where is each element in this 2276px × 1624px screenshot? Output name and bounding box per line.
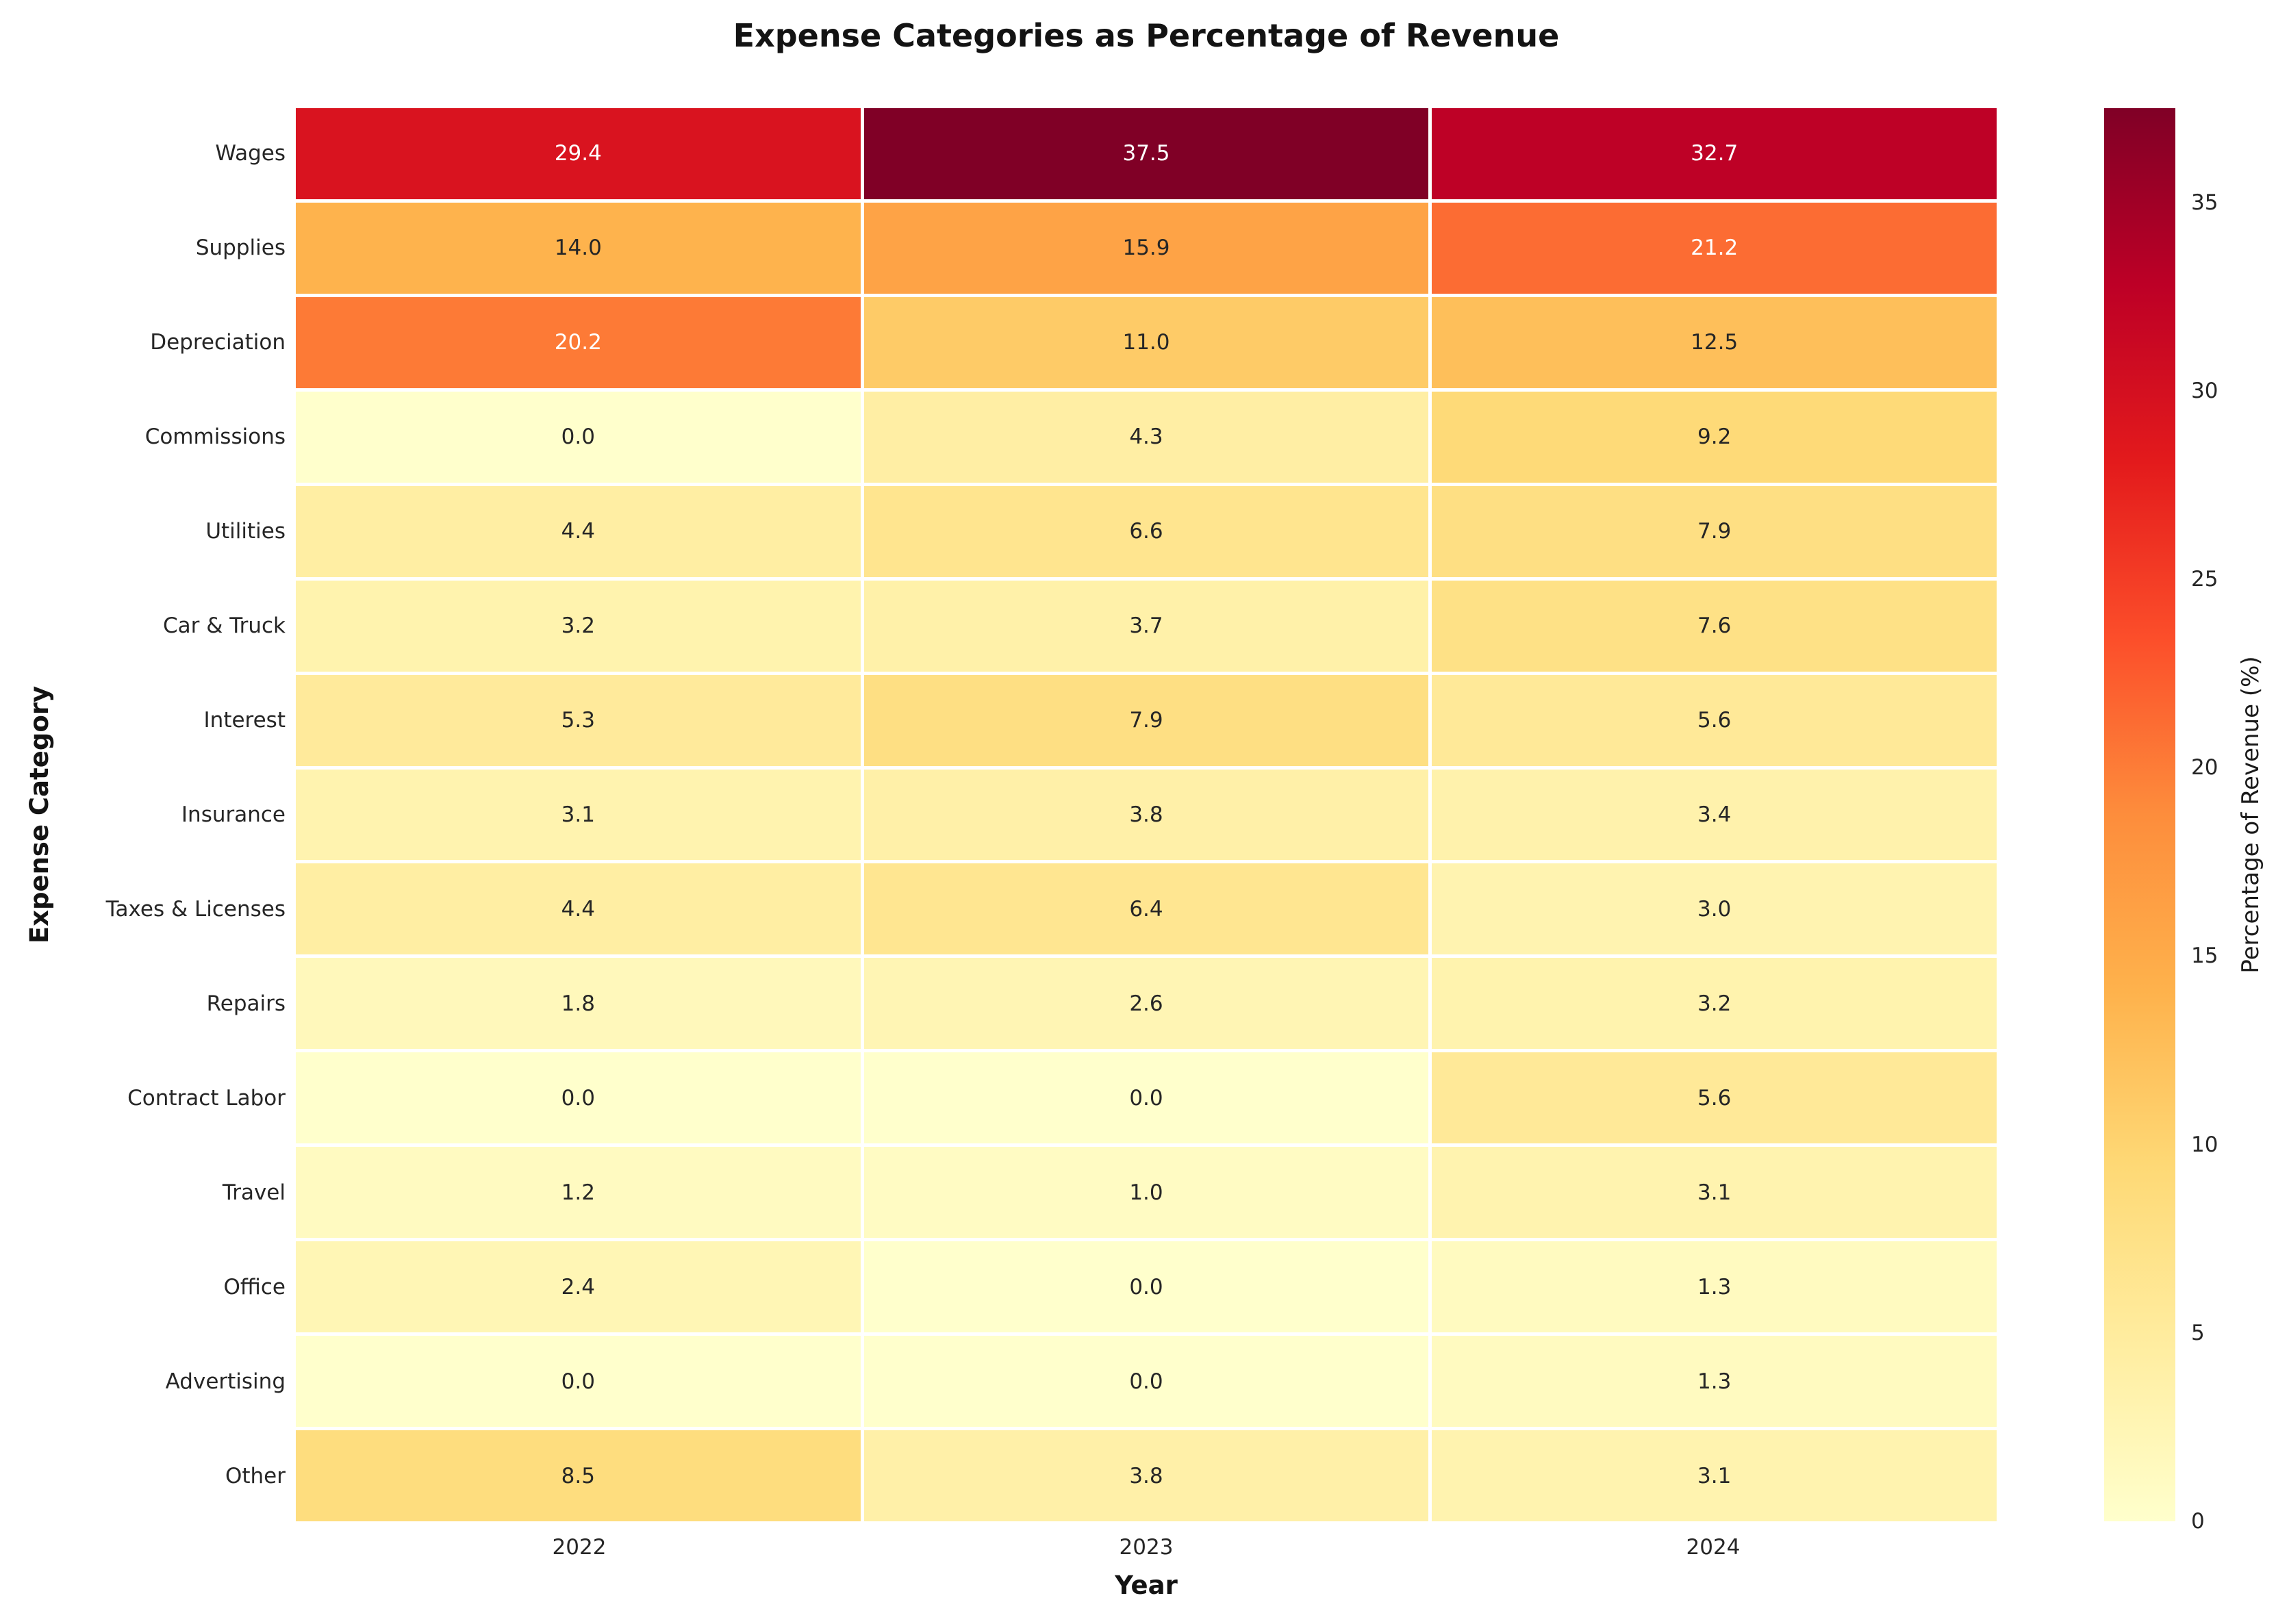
- heatmap-cell-depreciation-2022: 20.2: [296, 296, 861, 388]
- heatmap-cell-wages-2022: 29.4: [296, 108, 861, 199]
- heatmap-cell-insurance-2023: 3.8: [863, 769, 1429, 861]
- colorbar-tick-label: 35: [2191, 190, 2218, 215]
- heatmap-cell-office-2024: 1.3: [1432, 1241, 1997, 1333]
- y-tick-label: Utilities: [205, 519, 286, 544]
- heatmap-cell-commissions-2022: 0.0: [296, 391, 861, 483]
- colorbar-tick-label: 10: [2191, 1132, 2218, 1157]
- heatmap-cell-office-2022: 2.4: [296, 1241, 861, 1333]
- heatmap-cell-car-truck-2024: 7.6: [1432, 580, 1997, 672]
- heatmap-cell-car-truck-2022: 3.2: [296, 580, 861, 672]
- heatmap-cell-advertising-2024: 1.3: [1432, 1336, 1997, 1428]
- colorbar-tick-label: 0: [2191, 1509, 2205, 1534]
- heatmap-cell-travel-2022: 1.2: [296, 1147, 861, 1239]
- colorbar: 0 5 10 15 20 25 30 35: [2104, 108, 2218, 1534]
- heatmap-cell-commissions-2023: 4.3: [863, 391, 1429, 483]
- x-axis-label: Year: [1115, 1571, 1178, 1600]
- y-tick-label: Contract Labor: [127, 1085, 286, 1111]
- y-tick-label: Taxes & Licenses: [105, 896, 286, 922]
- y-tick-label: Supplies: [195, 236, 286, 261]
- y-tick-label: Car & Truck: [162, 613, 286, 639]
- colorbar-gradient: [2104, 108, 2175, 1521]
- heatmap-cell-supplies-2024: 21.2: [1432, 202, 1997, 294]
- heatmap-cell-interest-2022: 5.3: [296, 674, 861, 766]
- colorbar-tick-label: 20: [2191, 755, 2218, 781]
- heatmap-cell-utilities-2023: 6.6: [863, 485, 1429, 577]
- heatmap-cell-repairs-2023: 2.6: [863, 958, 1429, 1050]
- heatmap-cell-advertising-2022: 0.0: [296, 1336, 861, 1428]
- colorbar-tick-labels: 0 5 10 15 20 25 30 35: [2104, 108, 2218, 1534]
- heatmap-cell-wages-2023: 37.5: [863, 108, 1429, 199]
- heatmap-cell-depreciation-2023: 11.0: [863, 296, 1429, 388]
- colorbar-tick-label: 15: [2191, 943, 2218, 969]
- colorbar-tick-label: 25: [2191, 567, 2218, 592]
- heatmap-cell-insurance-2022: 3.1: [296, 769, 861, 861]
- colorbar-tick-label: 30: [2191, 378, 2218, 403]
- heatmap-cell-travel-2023: 1.0: [863, 1147, 1429, 1239]
- y-tick-label: Depreciation: [150, 330, 286, 355]
- heatmap-cell-contract-labor-2022: 0.0: [296, 1052, 861, 1144]
- y-tick-label: Wages: [215, 141, 286, 166]
- heatmap-cell-advertising-2023: 0.0: [863, 1336, 1429, 1428]
- heatmap-cell-interest-2024: 5.6: [1432, 674, 1997, 766]
- heatmap-cell-other-2024: 3.1: [1432, 1430, 1997, 1521]
- heatmap-cell-utilities-2022: 4.4: [296, 485, 861, 577]
- y-tick-label: Interest: [203, 708, 286, 733]
- heatmap-cell-insurance-2024: 3.4: [1432, 769, 1997, 861]
- heatmap-cell-taxes-licenses-2022: 4.4: [296, 863, 861, 955]
- heatmap-cell-interest-2023: 7.9: [863, 674, 1429, 766]
- heatmap-cell-depreciation-2024: 12.5: [1432, 296, 1997, 388]
- y-tick-label: Advertising: [165, 1369, 286, 1394]
- heatmap-cell-wages-2024: 32.7: [1432, 108, 1997, 199]
- x-tick-label: 2024: [1686, 1535, 1741, 1560]
- x-tick-labels: 2022 2023 2024: [296, 1530, 1997, 1565]
- colorbar-tick-label: 5: [2191, 1320, 2205, 1345]
- y-tick-label: Repairs: [206, 991, 286, 1016]
- heatmap-cell-commissions-2024: 9.2: [1432, 391, 1997, 483]
- y-tick-labels: Wages Supplies Depreciation Commissions Util…: [0, 108, 286, 1521]
- heatmap-cell-taxes-licenses-2024: 3.0: [1432, 863, 1997, 955]
- y-tick-label: Other: [225, 1463, 286, 1488]
- y-tick-label: Travel: [222, 1180, 286, 1205]
- heatmap-cell-repairs-2022: 1.8: [296, 958, 861, 1050]
- heatmap-cell-supplies-2022: 14.0: [296, 202, 861, 294]
- heatmap-cell-taxes-licenses-2023: 6.4: [863, 863, 1429, 955]
- heatmap-cell-office-2023: 0.0: [863, 1241, 1429, 1333]
- heatmap-cell-travel-2024: 3.1: [1432, 1147, 1997, 1239]
- chart-title: Expense Categories as Percentage of Reve…: [733, 17, 1560, 54]
- heatmap-cell-car-truck-2023: 3.7: [863, 580, 1429, 672]
- x-tick-label: 2022: [552, 1535, 607, 1560]
- heatmap-cell-contract-labor-2024: 5.6: [1432, 1052, 1997, 1144]
- heatmap-grid: 29.4 37.5 32.7 14.0 15.9 21.2 20.2 11.0 12.5 0.0 4…: [296, 108, 1997, 1521]
- heatmap-cell-contract-labor-2023: 0.0: [863, 1052, 1429, 1144]
- colorbar-label: Percentage of Revenue (%): [2237, 656, 2264, 974]
- heatmap-cell-other-2022: 8.5: [296, 1430, 861, 1521]
- y-tick-label: Office: [223, 1274, 286, 1299]
- heatmap-cell-supplies-2023: 15.9: [863, 202, 1429, 294]
- heatmap-cell-utilities-2024: 7.9: [1432, 485, 1997, 577]
- y-tick-label: Insurance: [181, 802, 286, 827]
- x-tick-label: 2023: [1119, 1535, 1174, 1560]
- y-tick-label: Commissions: [144, 424, 286, 450]
- heatmap-cell-other-2023: 3.8: [863, 1430, 1429, 1521]
- heatmap-cell-repairs-2024: 3.2: [1432, 958, 1997, 1050]
